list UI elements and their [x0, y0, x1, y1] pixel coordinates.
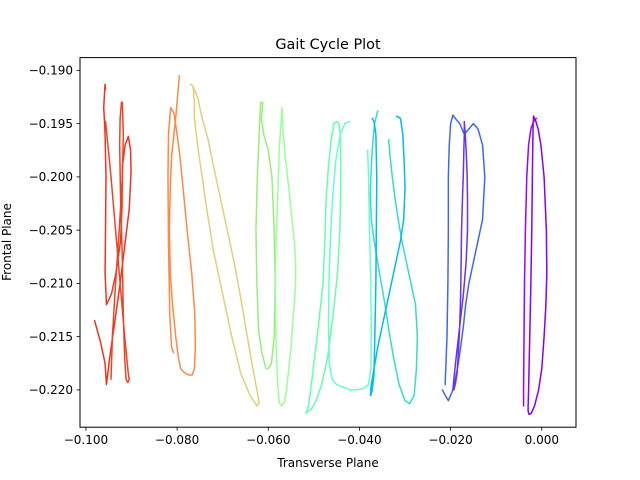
y-tick-label: −0.210	[29, 277, 73, 291]
x-tick-label: 0.000	[525, 433, 559, 447]
x-tick-label: −0.020	[428, 433, 472, 447]
y-tick-label: −0.220	[29, 383, 73, 397]
y-tick-label: −0.200	[29, 170, 73, 184]
y-axis-label: Frontal Plane	[0, 203, 14, 281]
y-tick-label: −0.190	[29, 64, 73, 78]
y-axis: −0.190 −0.195 −0.200 −0.205 −0.210 −0.215 −0.2…	[29, 64, 80, 397]
chart-title: Gait Cycle Plot	[275, 37, 381, 53]
y-tick-label: −0.195	[29, 117, 73, 131]
series-line-11	[441, 114, 486, 402]
x-tick-label: −0.080	[155, 433, 199, 447]
series-line-6	[274, 106, 297, 407]
x-tick-label: −0.060	[246, 433, 290, 447]
x-tick-label: −0.100	[64, 433, 108, 447]
series-layer	[93, 74, 548, 416]
series-line-9	[369, 110, 419, 405]
x-tick-label: −0.040	[337, 433, 381, 447]
series-line-10	[369, 115, 406, 396]
x-axis: −0.100 −0.080 −0.060 −0.040 −0.020 0.000	[64, 427, 559, 447]
series-line-3	[167, 74, 197, 376]
series-line-2	[104, 101, 130, 384]
series-line-8	[327, 120, 373, 391]
plot-frame	[79, 57, 577, 428]
series-line-5	[255, 101, 276, 370]
x-axis-label: Transverse Plane	[276, 456, 379, 470]
y-tick-label: −0.205	[29, 223, 73, 237]
y-tick-label: −0.215	[29, 330, 73, 344]
series-line-4	[189, 83, 260, 407]
series-line-13	[527, 115, 548, 416]
series-line-12	[452, 120, 469, 391]
series-line-14	[522, 117, 538, 407]
